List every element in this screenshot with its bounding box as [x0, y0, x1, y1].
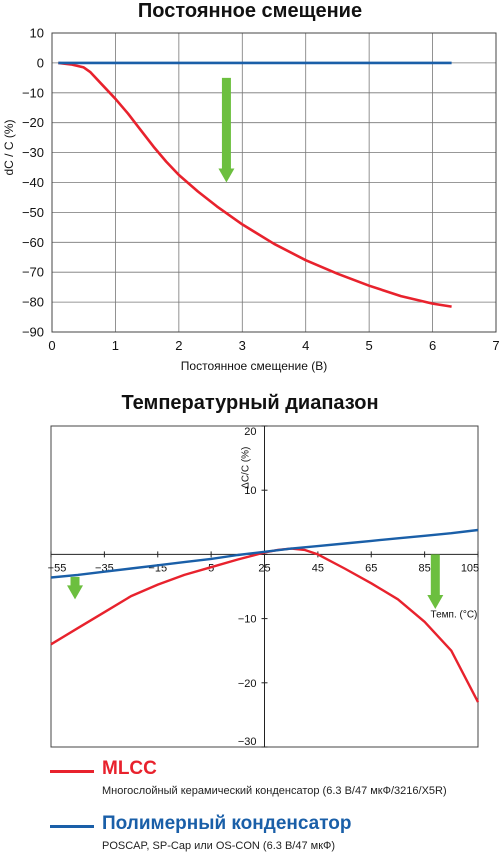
series-line-mlcc [58, 61, 452, 308]
legend-name-polymer: Полимерный конденсатор [102, 813, 352, 834]
x-tick-label: 2 [175, 338, 182, 353]
legend-desc-polymer: POSCAP, SP-Cap или OS-CON (6.3 В/47 мкФ) [102, 840, 336, 852]
series-line-polymer [50, 528, 479, 579]
x-tick-label: 5 [366, 338, 373, 353]
x-tick-label: 45 [312, 562, 324, 574]
trend-arrow-1-shape [218, 77, 235, 183]
x-tick-label: 3 [239, 338, 246, 353]
x-tick-label: 1 [112, 338, 119, 353]
legend-item-polymer: Полимерный конденсатор POSCAP, SP-Cap ил… [50, 813, 490, 852]
trend-arrow-2 [427, 554, 444, 609]
y-tick-label: −10 [22, 85, 44, 100]
legend-swatch-mlcc [50, 770, 94, 773]
chart-1-title: Постоянное смещение [137, 0, 363, 22]
trend-arrow-1 [67, 576, 84, 600]
y-tick-label: −90 [22, 325, 44, 340]
y-tick-label: −30 [22, 145, 44, 160]
x-tick-label: 0 [48, 338, 55, 353]
legend-swatch-polymer [50, 825, 94, 828]
y-axis-label: ΔC/C (%) [241, 447, 252, 489]
y-tick-label: 10 [30, 26, 44, 41]
x-tick-label: 85 [419, 562, 431, 574]
x-tick-label: −55 [48, 562, 67, 574]
y-tick-label: −30 [238, 736, 257, 748]
x-tick-label: 7 [492, 338, 499, 353]
y-tick-label: 0 [37, 55, 44, 70]
y-tick-label: −10 [238, 614, 257, 626]
x-tick-label: 105 [461, 562, 479, 574]
x-tick-label: 4 [302, 338, 309, 353]
y-tick-label: −40 [22, 175, 44, 190]
y-tick-label: −60 [22, 235, 44, 250]
y-tick-label: −50 [22, 205, 44, 220]
chart-2-title: Температурный диапазон [121, 392, 379, 414]
y-axis-label: dC / C (%) [2, 119, 16, 175]
x-tick-label: 6 [429, 338, 436, 353]
dc-bias-chart: 0 1 2 3 4 5 6 7 10 0 −10 −20 −30 −40 −50 −60 −70 −80 −90 По… [2, 26, 500, 374]
trend-arrow-1 [218, 77, 235, 183]
y-tick-label: −20 [238, 678, 257, 690]
y-tick-label: −20 [22, 115, 44, 130]
trend-arrow-1-shape [67, 576, 84, 600]
legend-desc-mlcc: Многослойный керамический конденсатор (6… [102, 785, 447, 797]
trend-arrow-2-shape [427, 554, 444, 609]
x-tick-label: 65 [365, 562, 377, 574]
x-axis-label: Постоянное смещение (В) [181, 359, 327, 373]
y-tick-label: 20 [244, 426, 256, 438]
y-tick-label: −70 [22, 265, 44, 280]
plot-frame [51, 32, 497, 333]
y-tick-label: −80 [22, 295, 44, 310]
legend-item-mlcc: MLCC Многослойный керамический конденсат… [50, 758, 490, 797]
y-tick-label: 10 [244, 485, 256, 497]
x-tick-label: 25 [258, 562, 270, 574]
legend-name-mlcc: MLCC [102, 758, 157, 779]
x-axis-label: Темп. (°C) [431, 609, 478, 620]
